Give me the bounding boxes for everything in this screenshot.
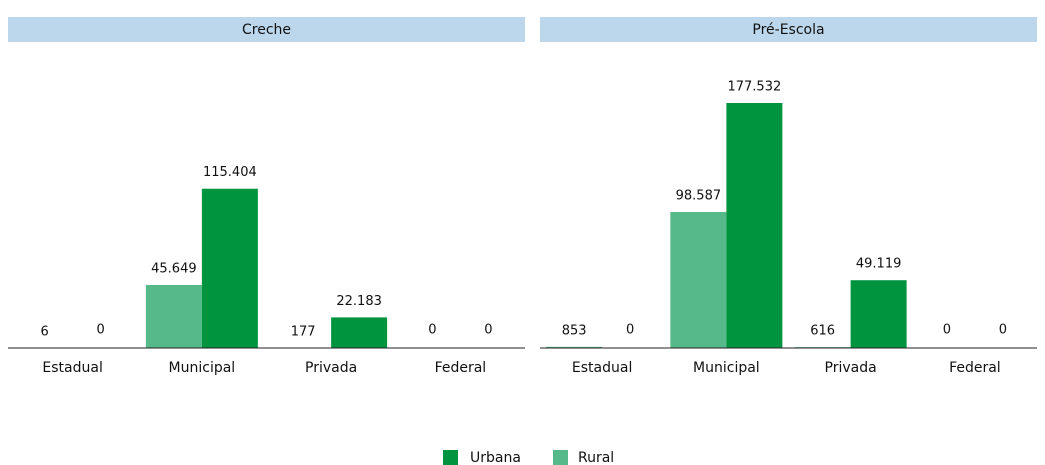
panel-title: Pré-Escola (752, 22, 824, 38)
legend-swatch (443, 450, 458, 465)
data-label: 115.404 (203, 165, 257, 180)
data-label: 177.532 (727, 80, 781, 95)
data-label: 853 (562, 323, 587, 338)
panel-header (8, 17, 525, 42)
x-tick-label: Estadual (42, 360, 102, 376)
bar (201, 188, 258, 348)
bar (546, 346, 603, 348)
data-label: 0 (943, 323, 951, 338)
x-tick-label: Federal (435, 360, 487, 376)
data-label: 177 (291, 324, 316, 339)
bar (331, 317, 388, 348)
data-label: 616 (810, 324, 835, 339)
data-label: 22.183 (336, 294, 382, 309)
bar (145, 285, 202, 348)
x-tick-label: Federal (949, 360, 1001, 376)
data-label: 6 (40, 324, 48, 339)
data-label: 49.119 (856, 257, 902, 272)
bar (850, 280, 907, 348)
legend-swatch (553, 450, 568, 465)
x-tick-label: Privada (305, 360, 357, 376)
legend-label: Urbana (470, 450, 521, 465)
data-label: 0 (484, 323, 492, 338)
x-tick-label: Municipal (693, 360, 760, 376)
data-label: 0 (428, 323, 436, 338)
x-tick-label: Privada (825, 360, 877, 376)
bar (670, 211, 727, 348)
legend-label: Rural (578, 450, 614, 465)
data-label: 45.649 (151, 262, 197, 277)
x-tick-label: Estadual (572, 360, 632, 376)
panel-header (540, 17, 1037, 42)
x-tick-label: Municipal (169, 360, 236, 376)
data-label: 0 (999, 323, 1007, 338)
data-label: 98.587 (676, 188, 722, 203)
data-label: 0 (626, 323, 634, 338)
bar (726, 103, 783, 348)
data-label: 0 (96, 323, 104, 338)
panel-title: Creche (242, 22, 291, 38)
